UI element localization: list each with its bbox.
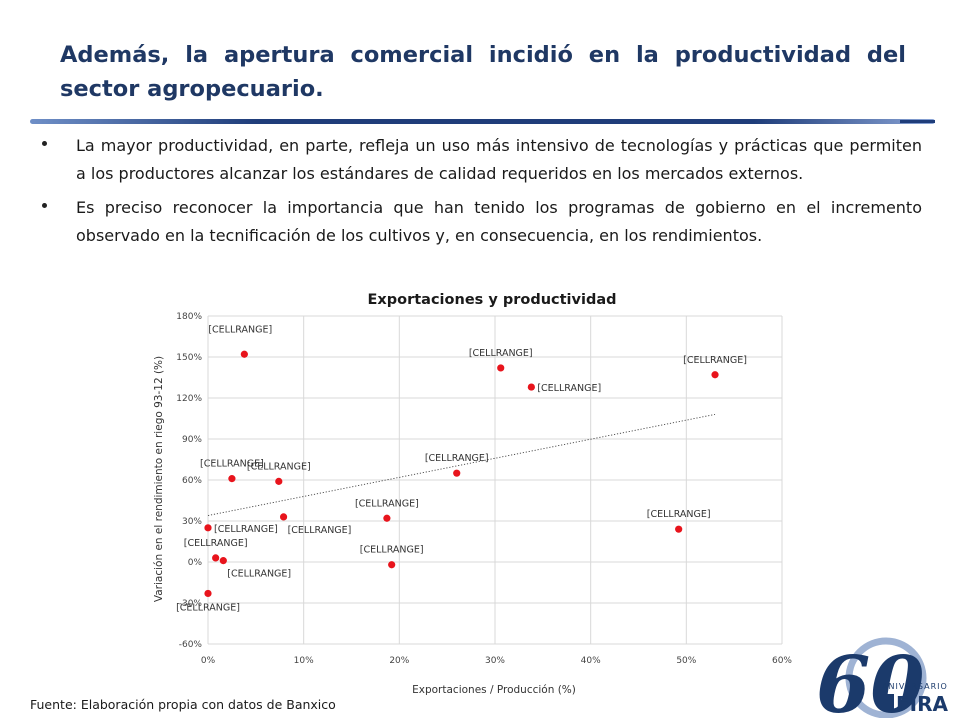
data-point	[388, 561, 396, 569]
logo-tagline: ANIVERSARIO	[882, 682, 948, 691]
x-axis-ticks: 0% 10% 20% 30% 40% 50% 60%	[201, 656, 793, 666]
data-labels: [CELLRANGE][CELLRANGE][CELLRANGE][CELLRA…	[176, 324, 747, 613]
data-point	[711, 371, 719, 379]
y-tick-label: 60%	[182, 476, 202, 486]
data-point	[527, 383, 535, 391]
y-tick-label: 120%	[176, 394, 202, 404]
data-label: [CELLRANGE]	[683, 355, 747, 366]
data-label: [CELLRANGE]	[208, 324, 272, 335]
data-point	[279, 513, 288, 521]
chart-gridlines	[207, 315, 783, 645]
y-tick-label: 90%	[182, 435, 202, 445]
data-label: [CELLRANGE]	[176, 602, 240, 613]
trendline	[207, 413, 716, 516]
logo-brand: FIRA	[896, 692, 949, 716]
y-tick-label: -60%	[179, 640, 203, 650]
data-label: [CELLRANGE]	[227, 569, 291, 580]
fira-60-aniversario-logo: 60 ANIVERSARIO FIRA	[816, 637, 949, 718]
y-tick-label: 150%	[176, 353, 202, 363]
x-tick-label: 50%	[676, 656, 696, 666]
x-tick-label: 40%	[581, 656, 601, 666]
x-axis-label: Exportaciones / Producción (%)	[412, 684, 576, 696]
x-tick-label: 30%	[485, 656, 505, 666]
slide-title: Además, la apertura comercial incidió en…	[60, 42, 906, 102]
y-axis-label: Variación en el rendimiento en riego 93-…	[153, 356, 165, 602]
bullet-list: La mayor productividad, en parte, reflej…	[36, 132, 922, 256]
x-tick-label: 60%	[772, 656, 792, 666]
x-tick-label: 10%	[294, 656, 314, 666]
chart-title: Exportaciones y productividad	[368, 292, 617, 308]
x-tick-label: 0%	[201, 656, 216, 666]
bullet-dot	[42, 141, 47, 146]
logo-emblem	[880, 694, 894, 710]
y-tick-label: -30%	[179, 599, 203, 609]
data-label: [CELLRANGE]	[537, 383, 601, 394]
x-tick-label: 20%	[389, 656, 409, 666]
y-tick-label: 0%	[188, 558, 203, 568]
data-point	[497, 364, 505, 372]
data-label: [CELLRANGE]	[184, 538, 248, 549]
data-point	[275, 477, 283, 485]
data-label: [CELLRANGE]	[247, 461, 311, 472]
y-tick-label: 180%	[176, 312, 202, 322]
title-underline	[30, 119, 935, 124]
bullet-item: La mayor productividad, en parte, reflej…	[36, 132, 922, 188]
data-label: [CELLRANGE]	[425, 453, 489, 464]
data-label: [CELLRANGE]	[360, 545, 424, 556]
data-label: [CELLRANGE]	[214, 524, 278, 535]
data-label: [CELLRANGE]	[200, 459, 264, 470]
logo-ring	[845, 637, 927, 718]
data-point	[219, 557, 227, 565]
data-label: [CELLRANGE]	[355, 498, 419, 509]
bullet-text: Es preciso reconocer la importancia que …	[76, 198, 922, 245]
data-label: [CELLRANGE]	[647, 509, 711, 520]
bullet-item: Es preciso reconocer la importancia que …	[36, 194, 922, 250]
scatter-chart: Exportaciones y productividad -60% -30% 0%…	[153, 292, 793, 696]
data-point	[212, 554, 220, 562]
y-tick-label: 30%	[182, 517, 202, 527]
bullet-dot	[42, 203, 47, 208]
source-note: Fuente: Elaboración propia con datos de …	[30, 697, 336, 712]
data-point	[383, 514, 391, 522]
title-underline-tail	[900, 120, 935, 123]
data-point	[204, 589, 212, 598]
data-point	[453, 469, 461, 477]
data-label: [CELLRANGE]	[469, 348, 533, 359]
data-point	[228, 475, 236, 483]
data-point	[240, 350, 248, 358]
data-label: [CELLRANGE]	[288, 525, 352, 536]
data-points	[204, 350, 719, 598]
data-point	[204, 524, 212, 532]
data-point	[675, 525, 683, 533]
bullet-text: La mayor productividad, en parte, reflej…	[76, 136, 922, 183]
y-axis-ticks: -60% -30% 0% 30% 60% 90% 120% 150% 180%	[176, 312, 202, 650]
logo-number: 60	[816, 640, 925, 718]
